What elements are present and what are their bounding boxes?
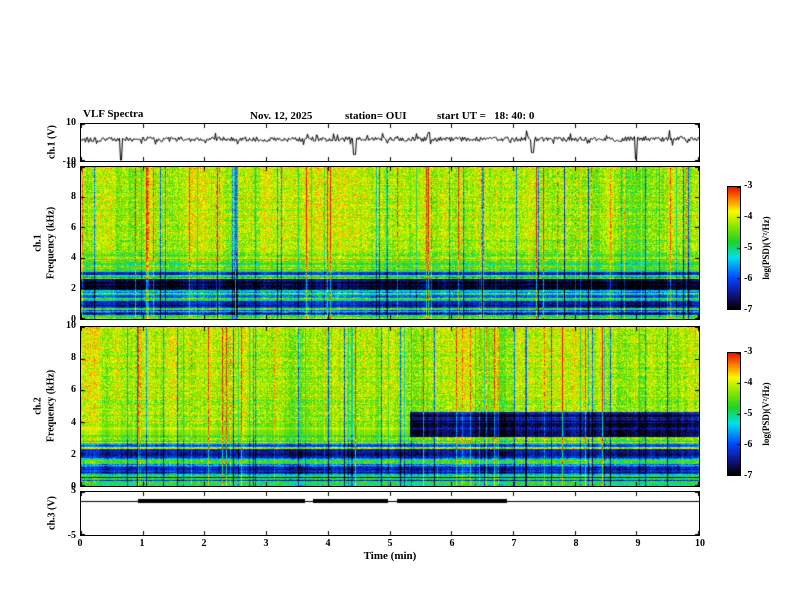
ch3-voltage-ylabel: ch.3 (V) xyxy=(46,496,58,530)
x-tick-label: 6 xyxy=(449,538,455,549)
figure-station: station= OUI xyxy=(345,110,407,122)
x-tick-label: 3 xyxy=(263,538,269,549)
colorbar-tick-label: -4 xyxy=(744,377,753,388)
y-tick-label: -10 xyxy=(62,156,76,167)
y-tick-label: 10 xyxy=(66,320,76,331)
ch1-voltage-ylabel: ch.1 (V) xyxy=(46,125,58,159)
colorbar-ch1-gradient xyxy=(728,187,740,309)
x-tick-label: 0 xyxy=(77,538,83,549)
ch2-spectrogram-frequency-label: Frequency (kHz) xyxy=(45,369,57,443)
y-tick-label: 4 xyxy=(71,417,76,428)
colorbar-tick-label: -3 xyxy=(744,346,753,357)
y-tick-label: 2 xyxy=(71,449,76,460)
figure-title: VLF Spectra xyxy=(83,108,144,120)
colorbar-tick-label: -7 xyxy=(744,304,753,315)
ch2-spectrogram xyxy=(81,327,699,486)
y-tick-label: 5 xyxy=(71,485,76,496)
panel-ch1-voltage xyxy=(80,123,700,162)
x-tick-label: 9 xyxy=(635,538,641,549)
y-tick-label: 10 xyxy=(66,160,76,171)
y-tick-label: 6 xyxy=(71,384,76,395)
panel-ch2-spectrogram xyxy=(80,326,700,487)
y-tick-label: 4 xyxy=(71,252,76,263)
y-tick-label: 2 xyxy=(71,283,76,294)
x-tick-label: 4 xyxy=(325,538,331,549)
ch1-spectrogram xyxy=(81,167,699,319)
colorbar-tick-label: -5 xyxy=(744,242,753,253)
ch3-voltage-trace xyxy=(81,492,699,535)
ch1-voltage-trace xyxy=(81,124,699,161)
y-tick-label: 6 xyxy=(71,222,76,233)
ch1-spectrogram-frequency-label: Frequency (kHz) xyxy=(45,206,57,280)
ch1-spectrogram-channel-label: ch.1 xyxy=(32,234,44,252)
y-tick-label: 0 xyxy=(71,314,76,325)
ch2-spectrogram-channel-label: ch.2 xyxy=(32,397,44,415)
colorbar-tick-label: -6 xyxy=(744,439,753,450)
x-tick-label: 10 xyxy=(695,538,705,549)
colorbar-tick-label: -5 xyxy=(744,408,753,419)
panel-ch3-voltage xyxy=(80,491,700,536)
figure-date: Nov. 12, 2025 xyxy=(250,110,313,122)
time-axis-label: Time (min) xyxy=(363,550,417,562)
colorbar-tick-label: -3 xyxy=(744,180,753,191)
colorbar-ch2 xyxy=(727,352,741,476)
x-tick-label: 5 xyxy=(387,538,393,549)
x-tick-label: 1 xyxy=(139,538,145,549)
colorbar-ch2-gradient xyxy=(728,353,740,475)
colorbar-ch1 xyxy=(727,186,741,310)
colorbar-tick-label: -6 xyxy=(744,273,753,284)
y-tick-label: 10 xyxy=(66,117,76,128)
figure-start-ut: start UT = 18: 40: 0 xyxy=(437,110,535,122)
x-tick-label: 2 xyxy=(201,538,207,549)
y-tick-label: -5 xyxy=(67,530,76,541)
y-tick-label: 8 xyxy=(71,191,76,202)
y-tick-label: 8 xyxy=(71,352,76,363)
x-tick-label: 8 xyxy=(573,538,579,549)
colorbar-tick-label: -7 xyxy=(744,470,753,481)
colorbar-tick-label: -4 xyxy=(744,211,753,222)
x-tick-label: 7 xyxy=(511,538,517,549)
y-tick-label: 0 xyxy=(71,481,76,492)
panel-ch1-spectrogram xyxy=(80,166,700,320)
